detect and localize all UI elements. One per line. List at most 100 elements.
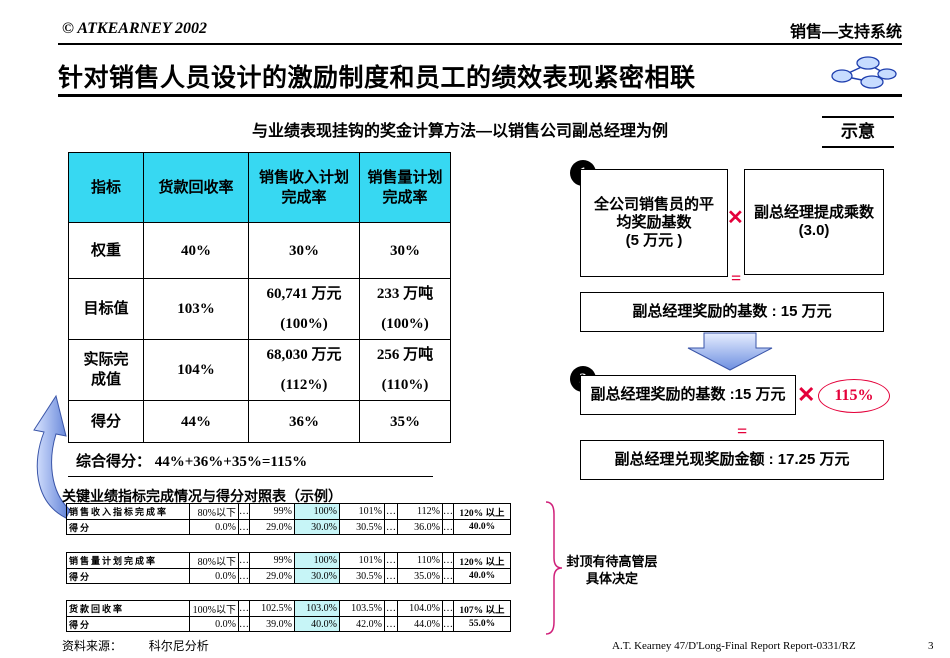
cell: 36% bbox=[248, 400, 360, 443]
cell: 40.0% bbox=[453, 568, 511, 584]
cell: 100% bbox=[294, 552, 340, 569]
base-line-2: 均奖励基数 bbox=[616, 214, 692, 231]
cell: 100% bbox=[294, 503, 340, 520]
cell: 104.0% bbox=[397, 600, 443, 617]
table-row: 权重 40% 30% 30% bbox=[68, 222, 451, 279]
table-row: 得分 44% 36% 35% bbox=[68, 400, 451, 443]
row-label: 得分 bbox=[66, 616, 190, 632]
row-label: 得分 bbox=[66, 519, 190, 535]
row-label: 销售量计划完成率 bbox=[66, 552, 190, 569]
page-title: 针对销售人员设计的激励制度和员工的绩效表现紧密相联 bbox=[58, 64, 696, 92]
cell-value: 60,741 万元 bbox=[266, 286, 342, 302]
row-label: 得分 bbox=[66, 568, 190, 584]
network-icon bbox=[831, 56, 897, 89]
table-row: 目标值 103% 60,741 万元 (100%) 233 万吨 (100%) bbox=[68, 278, 451, 340]
cell: 103.0% bbox=[294, 600, 340, 617]
table-row: 货款回收率 100%以下 … 102.5% 103.0% 103.5% … 10… bbox=[66, 600, 511, 617]
cell: 30.0% bbox=[294, 519, 340, 535]
cell-value: 233 万吨 bbox=[376, 286, 434, 302]
cell: 80%以下 bbox=[189, 503, 239, 520]
header-indicator: 指标 bbox=[68, 152, 144, 223]
cell: 39.0% bbox=[249, 616, 295, 632]
table-row: 得分 0.0% … 29.0% 30.0% 30.5% … 35.0% … 40… bbox=[66, 568, 511, 584]
cell: … bbox=[442, 616, 454, 632]
multiplier-box: 副总经理提成乘数 (3.0) bbox=[744, 169, 884, 275]
cell-percent: (110%) bbox=[381, 377, 429, 393]
multiply-icon: ✕ bbox=[727, 207, 744, 229]
cell: 103% bbox=[143, 278, 249, 340]
cell-value: 256 万吨 bbox=[376, 347, 434, 363]
cell: 103.5% bbox=[339, 600, 385, 617]
cell: 40% bbox=[143, 222, 249, 279]
cell: … bbox=[384, 600, 398, 617]
footer-reference: A.T. Kearney 47/D'Long-Final Report Repo… bbox=[612, 640, 856, 652]
cell: 256 万吨 (110%) bbox=[359, 339, 451, 401]
row-label: 目标值 bbox=[68, 278, 144, 340]
cell-value: 68,030 万元 bbox=[266, 347, 342, 363]
cell: 100%以下 bbox=[189, 600, 239, 617]
cell: 44.0% bbox=[397, 616, 443, 632]
cell: 110% bbox=[397, 552, 443, 569]
row-label: 货款回收率 bbox=[66, 600, 190, 617]
subtitle: 与业绩表现挂钩的奖金计算方法—以销售公司副总经理为例 bbox=[251, 123, 668, 140]
cell: 35.0% bbox=[397, 568, 443, 584]
table-row: 实际完成值 104% 68,030 万元 (112%) 256 万吨 (110%… bbox=[68, 339, 451, 401]
bonus-base-box: 副总经理奖励的基数 : 15 万元 bbox=[580, 292, 884, 332]
cell-percent: (100%) bbox=[381, 316, 429, 332]
revenue-score-table: 销售收入指标完成率 80%以下 … 99% 100% 101% … 112% …… bbox=[66, 503, 511, 535]
title-rule bbox=[58, 94, 902, 97]
header-volume-rate: 销售量计划完成率 bbox=[359, 152, 451, 223]
cell: 120% 以上 bbox=[453, 503, 511, 520]
cell: 30.5% bbox=[339, 519, 385, 535]
row-label: 销售收入指标完成率 bbox=[66, 503, 190, 520]
cell: … bbox=[238, 616, 250, 632]
down-arrow-icon bbox=[687, 332, 773, 371]
page-number: 3 bbox=[928, 640, 934, 652]
cell: 107% 以上 bbox=[453, 600, 511, 617]
total-score: 综合得分： 44%+36%+35%=115% bbox=[76, 454, 308, 470]
table-row: 得分 0.0% … 29.0% 30.0% 30.5% … 36.0% … 40… bbox=[66, 519, 511, 535]
illustrative-tag: 示意 bbox=[822, 116, 894, 148]
footer-source: 资料来源： 科尔尼分析 bbox=[62, 637, 209, 654]
cell: … bbox=[442, 600, 454, 617]
cell: 80%以下 bbox=[189, 552, 239, 569]
cell: 55.0% bbox=[453, 616, 511, 632]
cell: 99% bbox=[249, 552, 295, 569]
cell: 68,030 万元 (112%) bbox=[248, 339, 360, 401]
cell: 0.0% bbox=[189, 568, 239, 584]
row-label: 实际完成值 bbox=[68, 339, 144, 401]
equals-icon: = bbox=[737, 421, 748, 441]
cell: 0.0% bbox=[189, 519, 239, 535]
equals-icon: = bbox=[731, 268, 742, 288]
cell: 30.5% bbox=[339, 568, 385, 584]
base-line-3: (5 万元 ) bbox=[625, 232, 683, 249]
cell: 60,741 万元 (100%) bbox=[248, 278, 360, 340]
cell: 36.0% bbox=[397, 519, 443, 535]
cell: 0.0% bbox=[189, 616, 239, 632]
row-label: 权重 bbox=[68, 222, 144, 279]
header-collection-rate: 货款回收率 bbox=[143, 152, 249, 223]
cell: 30.0% bbox=[294, 568, 340, 584]
cell: 30% bbox=[248, 222, 360, 279]
header-rule bbox=[58, 43, 902, 45]
cell: … bbox=[238, 552, 250, 569]
brace-icon bbox=[545, 501, 563, 635]
cell: 44% bbox=[143, 400, 249, 443]
cell: 42.0% bbox=[339, 616, 385, 632]
table-row: 销售收入指标完成率 80%以下 … 99% 100% 101% … 112% …… bbox=[66, 503, 511, 520]
cell: … bbox=[384, 552, 398, 569]
base-box: 全公司销售员的平 均奖励基数 (5 万元 ) bbox=[580, 169, 728, 277]
cell: 104% bbox=[143, 339, 249, 401]
cell: 120% 以上 bbox=[453, 552, 511, 569]
cell-percent: (100%) bbox=[280, 316, 328, 332]
cell: … bbox=[384, 519, 398, 535]
cell: … bbox=[442, 568, 454, 584]
cell: 233 万吨 (100%) bbox=[359, 278, 451, 340]
kpi-table: 指标 货款回收率 销售收入计划完成率 销售量计划完成率 权重 40% 30% 3… bbox=[68, 152, 451, 443]
multiply-icon: ✕ bbox=[797, 382, 816, 407]
cell: 102.5% bbox=[249, 600, 295, 617]
cell-percent: (112%) bbox=[280, 377, 328, 393]
cell: 35% bbox=[359, 400, 451, 443]
table-row: 销售量计划完成率 80%以下 … 99% 100% 101% … 110% … … bbox=[66, 552, 511, 569]
cell: … bbox=[384, 616, 398, 632]
